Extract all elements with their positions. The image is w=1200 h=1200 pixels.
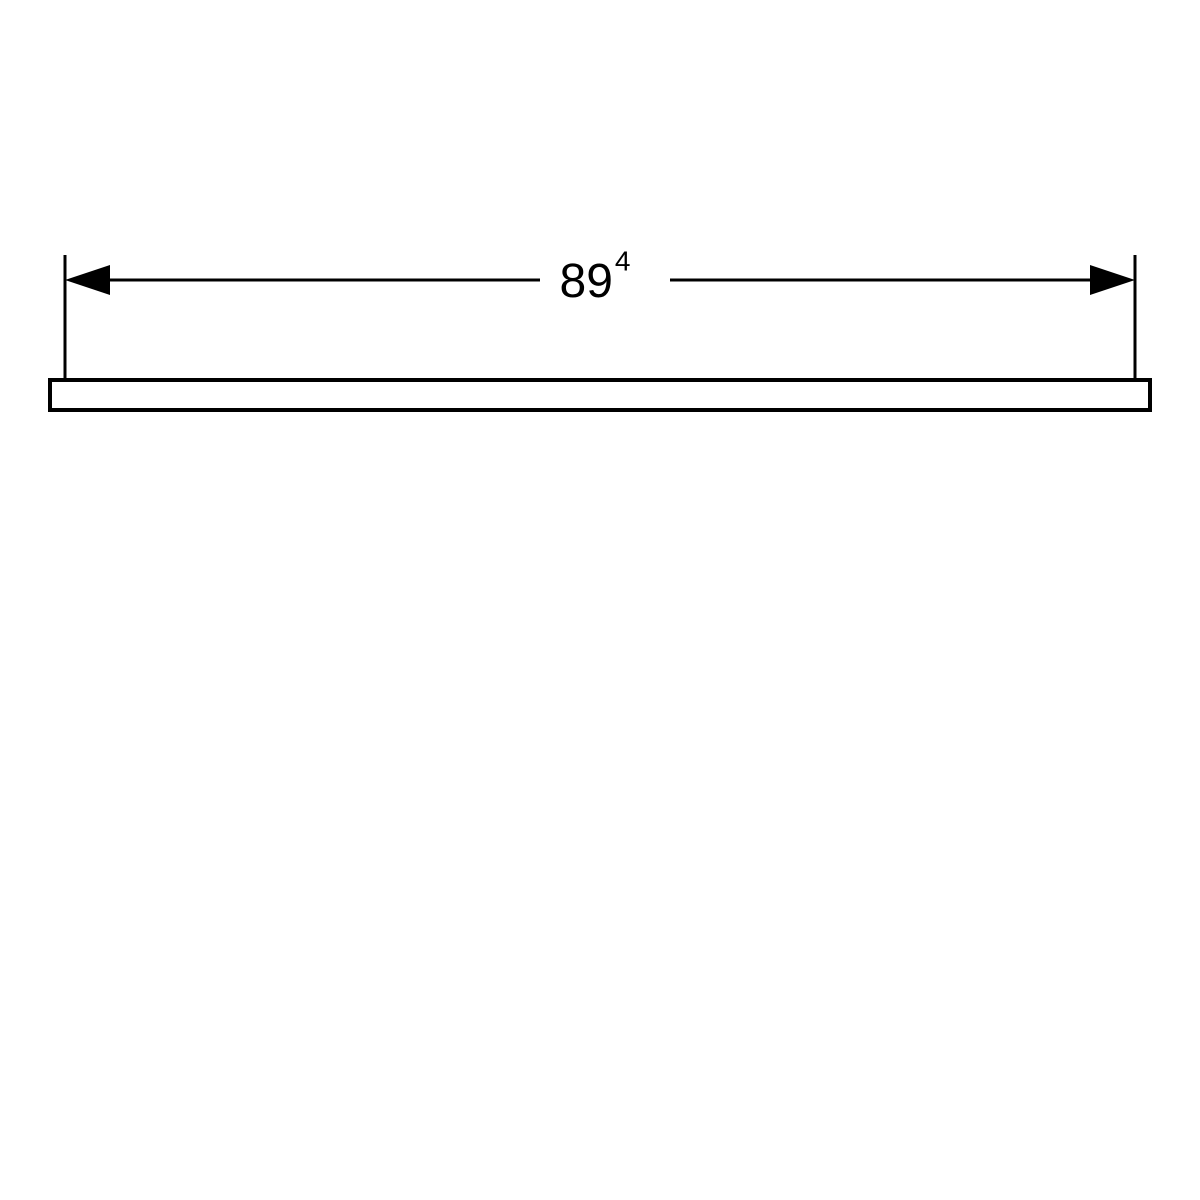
dimension-main: 89 xyxy=(560,255,613,308)
part-outline xyxy=(50,380,1150,410)
technical-drawing: 894 xyxy=(0,0,1200,1200)
dimension-superscript: 4 xyxy=(615,245,631,276)
